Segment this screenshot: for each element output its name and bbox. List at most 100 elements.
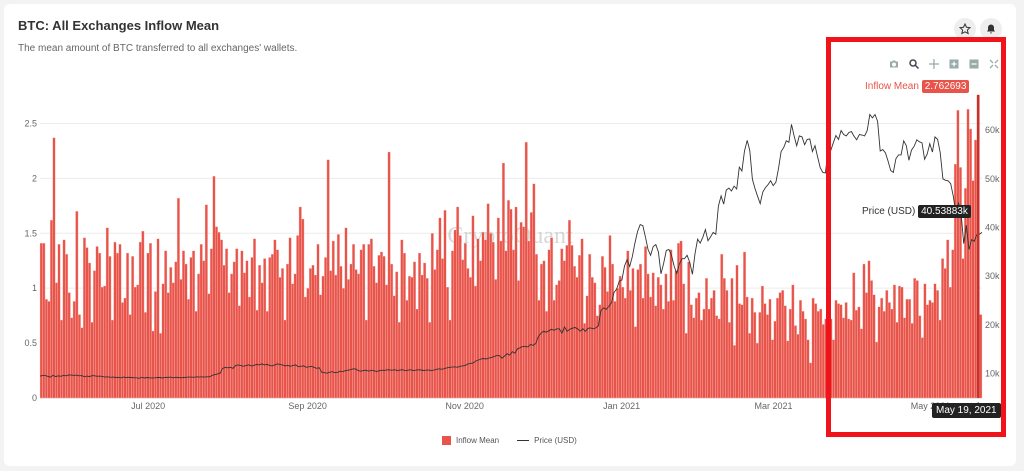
inflow-bar <box>649 296 653 399</box>
inflow-bar <box>428 322 432 399</box>
inflow-bar <box>90 322 94 399</box>
inflow-bar <box>52 137 56 399</box>
inflow-bar <box>166 292 170 399</box>
inflow-bar <box>862 263 866 399</box>
inflow-bar <box>760 285 764 399</box>
inflow-bar <box>979 314 983 399</box>
inflow-tooltip-value: 2.762693 <box>921 80 970 93</box>
inflow-bar <box>95 246 99 399</box>
inflow-bar <box>466 268 470 399</box>
inflow-bar <box>524 141 528 399</box>
inflow-bar <box>925 304 929 399</box>
inflow-bar <box>146 252 150 399</box>
inflow-bar <box>306 288 310 399</box>
y-left-tick-label: 0 <box>32 393 37 403</box>
inflow-bar <box>567 219 571 399</box>
autoscale-icon[interactable] <box>988 58 1000 70</box>
inflow-bar <box>410 277 414 399</box>
inflow-bar <box>793 325 797 399</box>
inflow-bar <box>161 283 165 399</box>
x-tick-label: May 2021 <box>911 401 951 411</box>
inflow-bar <box>545 311 548 399</box>
inflow-bar <box>697 292 701 399</box>
pan-icon[interactable] <box>928 58 940 70</box>
zoom-out-icon[interactable] <box>968 58 980 70</box>
inflow-bar <box>288 237 292 399</box>
inflow-bar <box>149 242 152 399</box>
y-left-tick-label: 1.5 <box>24 228 37 238</box>
zoom-icon[interactable] <box>908 58 920 70</box>
inflow-bar <box>349 263 353 399</box>
inflow-bar <box>527 240 531 399</box>
inflow-bar <box>837 303 840 399</box>
inflow-bar <box>560 248 564 399</box>
inflow-bar <box>552 300 556 399</box>
inflow-bar <box>532 183 536 399</box>
inflow-bar <box>275 249 279 399</box>
inflow-bar <box>494 279 498 399</box>
inflow-bar <box>694 297 698 399</box>
inflow-bar <box>918 315 922 399</box>
inflow-bar <box>324 257 328 399</box>
date-tooltip-value: May 19, 2021 <box>932 403 1001 418</box>
legend-label-price: Price (USD) <box>534 436 577 445</box>
inflow-bar <box>499 240 503 399</box>
inflow-bar <box>367 244 371 399</box>
y-right-tick-label: 60k <box>985 125 1000 135</box>
inflow-bar <box>773 320 777 399</box>
inflow-bar <box>85 247 89 399</box>
alert-button[interactable] <box>980 18 1002 40</box>
inflow-bar <box>672 300 675 399</box>
inflow-bar <box>616 288 620 399</box>
inflow-bar <box>461 259 465 399</box>
inflow-bar <box>131 256 135 399</box>
inflow-bar <box>705 278 708 399</box>
inflow-bar <box>664 273 668 399</box>
inflow-bar <box>222 264 226 399</box>
inflow-bar <box>943 268 947 399</box>
price-line <box>39 113 983 379</box>
inflow-bar <box>948 286 952 399</box>
inflow-bar <box>573 266 576 399</box>
chart-legend: Inflow Mean Price (USD) <box>442 436 577 445</box>
inflow-bar <box>877 306 881 399</box>
inflow-tooltip-label: Inflow Mean <box>865 81 919 92</box>
inflow-bar <box>430 233 434 399</box>
inflow-bar <box>763 303 767 399</box>
inflow-bar <box>613 301 617 399</box>
inflow-bar <box>118 244 122 399</box>
legend-item-inflow[interactable]: Inflow Mean <box>442 436 499 445</box>
inflow-bar <box>194 311 198 399</box>
x-tick-label: Sep 2020 <box>288 401 327 411</box>
inflow-bar <box>540 263 543 399</box>
zoom-in-icon[interactable] <box>948 58 960 70</box>
inflow-bar <box>801 311 805 399</box>
legend-item-price[interactable]: Price (USD) <box>517 436 577 445</box>
inflow-bar <box>283 319 287 399</box>
inflow-bar <box>55 282 58 399</box>
inflow-bar <box>319 294 323 399</box>
inflow-bar <box>263 258 267 399</box>
inflow-bar <box>865 292 868 399</box>
inflow-bar <box>666 301 670 399</box>
inflow-bar <box>227 292 231 399</box>
inflow-bar <box>550 237 554 399</box>
inflow-bar <box>151 330 155 399</box>
inflow-bar <box>931 302 934 399</box>
inflow-bar <box>928 300 932 399</box>
favorite-button[interactable] <box>954 18 976 40</box>
price-tooltip-value: 40.53883k <box>918 205 971 218</box>
inflow-bar <box>898 285 901 399</box>
inflow-bar <box>281 268 284 399</box>
y-axis-left-ticks: 0 0.5 1 1.5 2 2.5 <box>24 118 37 403</box>
hover-bar <box>976 94 980 398</box>
inflow-bar <box>326 159 330 399</box>
inflow-bar <box>570 245 574 399</box>
inflow-bar <box>743 251 747 399</box>
inflow-bar <box>702 308 706 399</box>
camera-icon[interactable] <box>888 58 900 70</box>
inflow-bar <box>514 206 518 399</box>
inflow-bar <box>953 163 957 399</box>
inflow-bar <box>786 340 790 399</box>
inflow-bar <box>413 261 416 399</box>
